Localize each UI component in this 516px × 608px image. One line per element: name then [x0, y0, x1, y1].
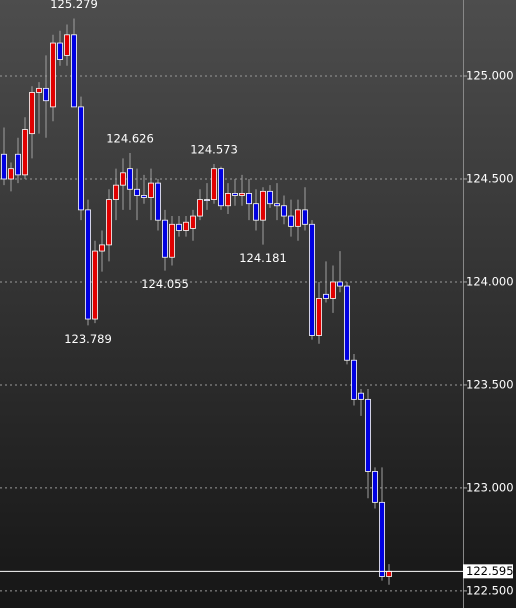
last-price-label: 122.595 — [466, 564, 514, 578]
candle-down — [365, 398, 371, 472]
candle-down — [344, 285, 350, 361]
candle-down — [281, 205, 287, 217]
candle-down — [15, 153, 21, 176]
candle-up — [99, 244, 105, 252]
candle-up — [197, 199, 203, 217]
candle-down — [1, 153, 7, 180]
y-tick-label: 124.500 — [466, 171, 514, 185]
candle-up — [120, 172, 126, 186]
candle-down — [379, 501, 385, 577]
candle-up — [113, 184, 119, 200]
candle-down — [204, 199, 210, 201]
extreme-label: 124.055 — [141, 277, 189, 291]
candle-down — [288, 215, 294, 227]
candle-up — [295, 209, 301, 227]
extreme-label: 123.789 — [64, 332, 112, 346]
candle-up — [106, 199, 112, 246]
candle-down — [141, 195, 147, 198]
candle-down — [253, 203, 259, 221]
candle-down — [309, 223, 315, 336]
candle-up — [22, 129, 28, 176]
candle-up — [169, 223, 175, 258]
candle-up — [183, 221, 189, 231]
candle-up — [190, 215, 196, 229]
candle-up — [316, 298, 322, 336]
candle-down — [57, 42, 63, 60]
candle-down — [372, 471, 378, 503]
candle-down — [218, 168, 224, 207]
candle-down — [155, 182, 161, 221]
candle-down — [78, 106, 84, 211]
candle-down — [246, 192, 252, 205]
extreme-label: 124.181 — [239, 251, 287, 265]
candle-up — [239, 192, 245, 196]
candle-up — [64, 34, 70, 56]
candle-up — [8, 168, 14, 180]
extreme-label: 124.573 — [190, 142, 238, 156]
candle-up — [36, 87, 42, 93]
candle-up — [148, 182, 154, 198]
y-tick-label: 124.000 — [466, 274, 514, 288]
extreme-label: 124.626 — [106, 132, 154, 146]
candle-down — [302, 209, 308, 225]
candle-up — [92, 250, 98, 320]
candle-down — [323, 293, 329, 299]
candle-up — [211, 168, 217, 200]
y-tick-label: 122.500 — [466, 583, 514, 597]
candle-down — [85, 209, 91, 320]
candle-up — [260, 190, 266, 221]
extreme-label: 125.279 — [50, 0, 98, 11]
candle-up — [330, 281, 336, 299]
last-price-box — [463, 564, 513, 579]
candle-down — [176, 223, 182, 231]
candle-down — [43, 87, 49, 102]
y-tick-label: 123.500 — [466, 377, 514, 391]
candle-down — [274, 203, 280, 207]
candle-up — [50, 42, 56, 108]
candle-down — [232, 192, 238, 196]
candle-up — [386, 570, 392, 577]
y-tick-label: 125.000 — [466, 69, 514, 83]
candle-down — [162, 219, 168, 258]
candle-down — [351, 359, 357, 400]
candle-down — [337, 281, 343, 287]
candle-up — [225, 192, 231, 207]
candle-down — [358, 392, 364, 400]
candle-up — [29, 92, 35, 135]
candle-down — [267, 190, 273, 205]
y-tick-label: 123.000 — [466, 480, 514, 494]
candle-down — [71, 34, 77, 108]
candle-down — [134, 188, 140, 196]
candle-down — [127, 168, 133, 190]
